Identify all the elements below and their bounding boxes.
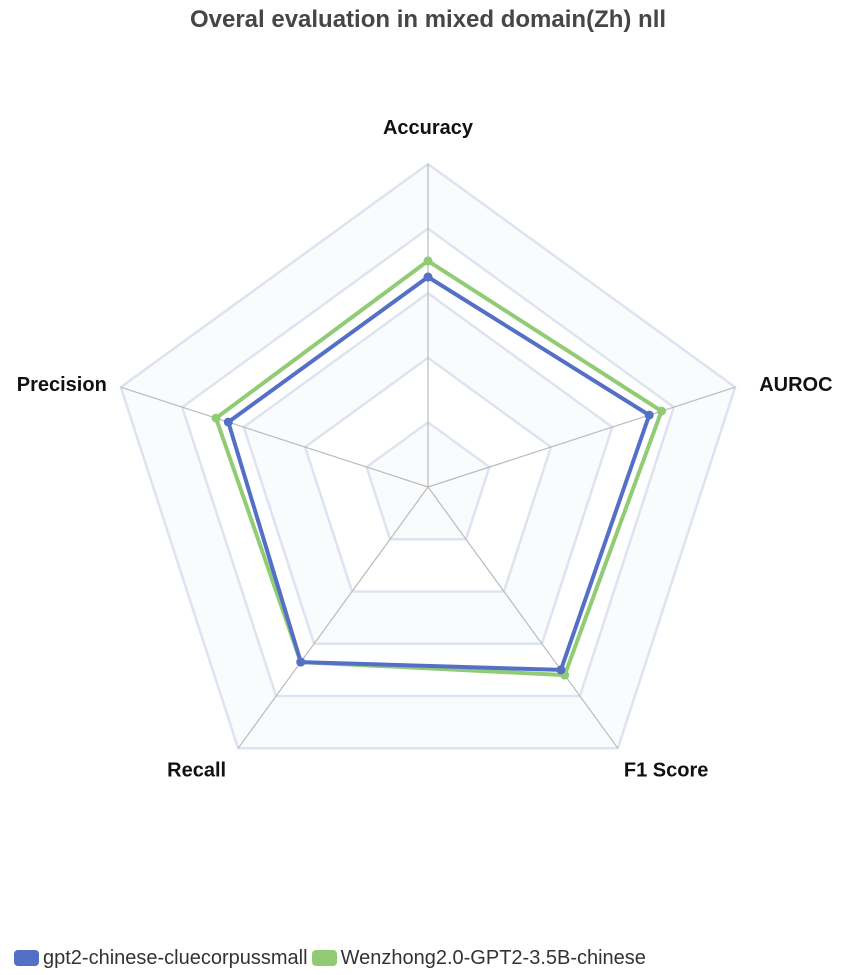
chart-title: Overal evaluation in mixed domain(Zh) nl…: [189, 6, 667, 33]
radar-point[interactable]: [644, 410, 654, 420]
legend-label-gpt2: gpt2-chinese-cluecorpussmall: [43, 946, 308, 969]
radar-spoke: [237, 486, 429, 749]
axis-label-auroc: AUROC: [759, 374, 832, 396]
radar-point[interactable]: [556, 665, 566, 675]
radar-rings: [119, 162, 737, 750]
radar-ring: [119, 162, 737, 750]
legend-swatch-wenzhong: [311, 950, 337, 966]
legend-item-gpt2[interactable]: gpt2-chinese-cluecorpussmall: [14, 947, 308, 970]
legend-label-wenzhong: Wenzhong2.0-GPT2-3.5B-chinese: [340, 946, 646, 969]
legend-swatch-gpt2: [14, 950, 39, 966]
legend-item-wenzhong[interactable]: Wenzhong2.0-GPT2-3.5B-chinese: [311, 946, 646, 970]
radar-spokes: [120, 164, 736, 749]
axis-label-recall: Recall: [167, 759, 226, 781]
radar-spoke: [427, 386, 736, 488]
radar-ring: [242, 291, 614, 646]
radar-spoke: [120, 386, 429, 488]
axis-label-f1-score: F1 Score: [624, 759, 708, 781]
radar-spoke: [427, 486, 619, 749]
radar-point[interactable]: [423, 272, 433, 282]
radar-point[interactable]: [296, 657, 306, 667]
radar-axis-labels: Accuracy AUROC F1 Score Recall Precision: [17, 117, 833, 781]
radar-series-0: [223, 272, 654, 675]
radar-series-line: [214, 258, 664, 678]
radar-ring: [180, 227, 676, 698]
radar-point[interactable]: [223, 417, 233, 427]
radar-point[interactable]: [211, 413, 221, 423]
legend: gpt2-chinese-cluecorpussmall Wenzhong2.0…: [14, 944, 650, 972]
radar-series-line: [226, 275, 652, 672]
radar-point[interactable]: [657, 406, 666, 416]
axis-label-precision: Precision: [17, 374, 107, 396]
radar-ring: [365, 420, 491, 541]
radar-ring: [303, 356, 553, 593]
radar-series: [211, 256, 666, 680]
radar-point[interactable]: [423, 256, 433, 266]
axis-label-accuracy: Accuracy: [383, 117, 474, 139]
